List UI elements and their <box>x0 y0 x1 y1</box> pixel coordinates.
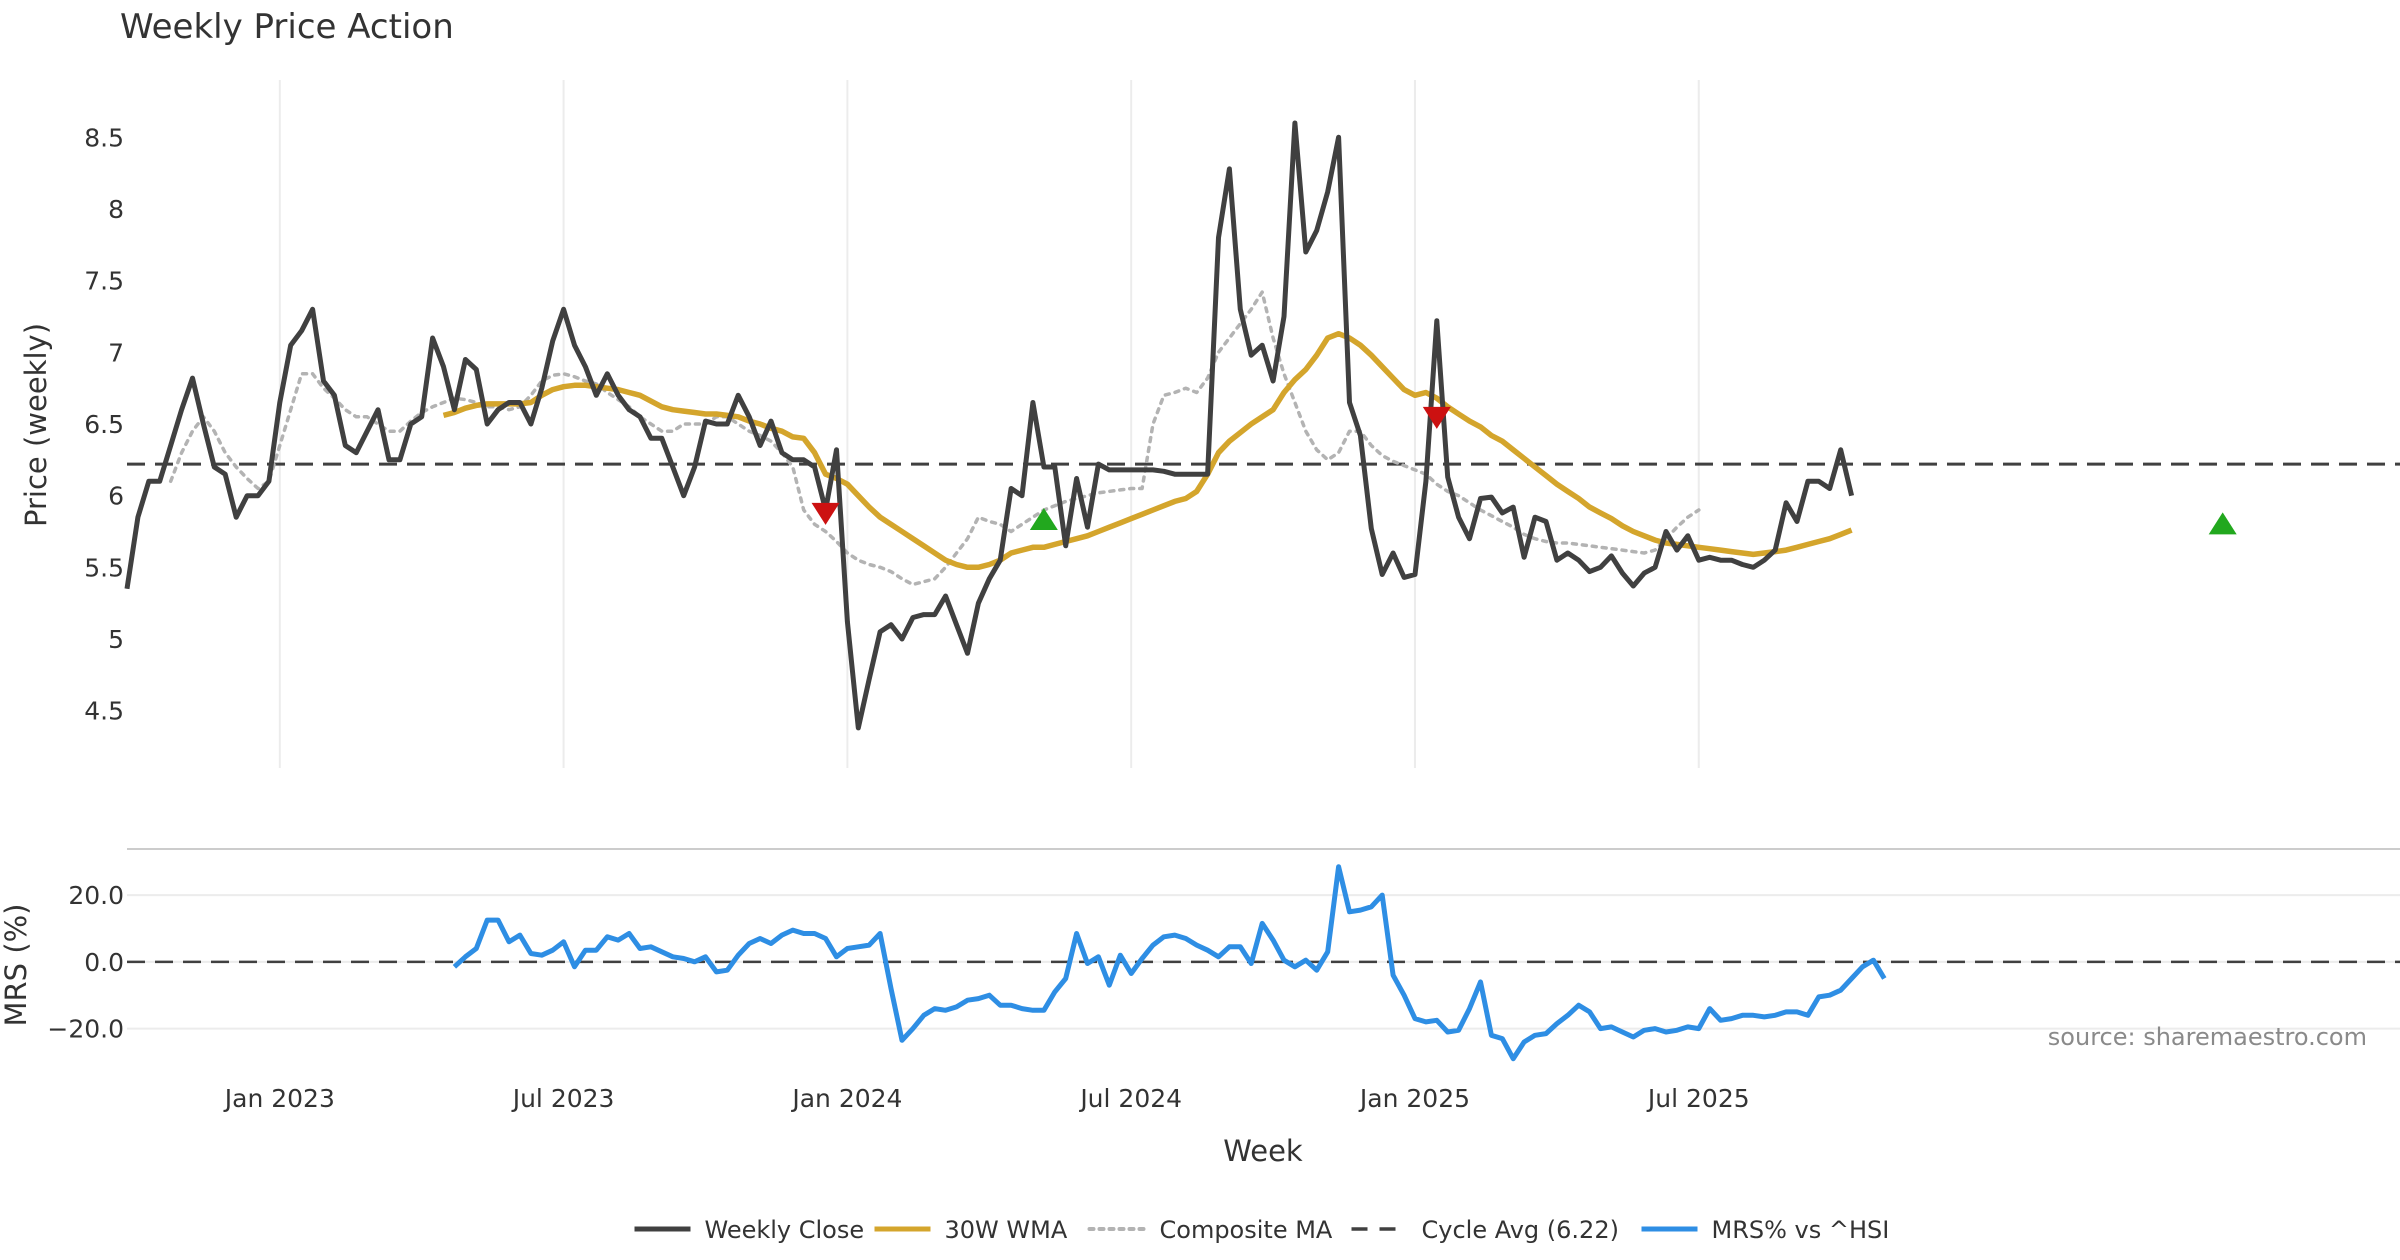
price-y-tick-label: 4.5 <box>84 697 124 726</box>
mrs-y-tick-label: 20.0 <box>68 881 124 910</box>
legend-label: Composite MA <box>1160 1216 1333 1244</box>
buy-signal-marker <box>1029 508 1058 531</box>
x-tick-label: Jul 2025 <box>1646 1084 1750 1113</box>
mrs-y-tick-label: 0.0 <box>84 948 124 977</box>
legend-label: MRS% vs ^HSI <box>1712 1216 1890 1244</box>
price-y-tick-label: 6.5 <box>84 410 124 439</box>
composite-ma-line <box>168 290 1701 587</box>
mrs-y-axis-label: MRS (%) <box>0 904 33 1027</box>
x-tick-label: Jul 2023 <box>511 1084 615 1113</box>
x-tick-label: Jul 2024 <box>1078 1084 1182 1113</box>
price-panel: 4.5 5 5.5 6 6.5 7 7.5 8 8.5 Price (weekly) <box>19 80 2400 768</box>
buy-signal-marker <box>2208 512 2237 535</box>
x-axis-label: Week <box>1223 1134 1303 1168</box>
legend-item: 30W WMA <box>874 1216 1068 1244</box>
legend-item: Cycle Avg (6.22) <box>1351 1216 1619 1244</box>
sell-signal-marker <box>1422 406 1451 429</box>
signal-markers <box>811 406 2237 535</box>
price-y-ticks: 4.5 5 5.5 6 6.5 7 7.5 8 8.5 <box>84 123 124 725</box>
x-axis-ticks: Jan 2023 Jul 2023 Jan 2024 Jul 2024 Jan 2025… <box>223 1084 1750 1113</box>
legend-label: Cycle Avg (6.22) <box>1422 1216 1619 1244</box>
price-y-axis-label: Price (weekly) <box>19 323 53 527</box>
mrs-line <box>452 864 1887 1062</box>
x-tick-label: Jan 2025 <box>1358 1084 1470 1113</box>
price-y-tick-label: 8.5 <box>84 123 124 152</box>
legend-item: MRS% vs ^HSI <box>1641 1216 1890 1244</box>
legend-label: Weekly Close <box>705 1216 865 1244</box>
sell-signal-marker <box>811 502 840 525</box>
wma-30w-line <box>442 330 1853 571</box>
price-gridlines <box>278 80 1700 768</box>
price-y-tick-label: 5.5 <box>84 553 124 582</box>
mrs-y-ticks: 20.0 0.0 −20.0 <box>47 881 124 1044</box>
legend: Weekly Close 30W WMA Composite MA Cycle Avg… <box>634 1216 1890 1244</box>
mrs-y-tick-label: −20.0 <box>47 1015 124 1044</box>
source-label: source: sharemaestro.com <box>2048 1023 2367 1051</box>
legend-item: Composite MA <box>1087 1216 1333 1244</box>
price-y-tick-label: 7.5 <box>84 267 124 296</box>
legend-item: Weekly Close <box>634 1216 865 1244</box>
x-tick-label: Jan 2024 <box>790 1084 902 1113</box>
chart-title: Weekly Price Action <box>120 7 454 47</box>
price-y-tick-label: 5 <box>108 625 124 654</box>
price-y-tick-label: 7 <box>108 338 124 367</box>
mrs-panel: 20.0 0.0 −20.0 MRS (%) source: sharemaestr… <box>0 848 2400 1062</box>
legend-label: 30W WMA <box>945 1216 1068 1244</box>
weekly-close-line <box>124 120 1855 731</box>
price-y-tick-label: 6 <box>108 482 124 511</box>
x-tick-label: Jan 2023 <box>223 1084 335 1113</box>
price-y-tick-label: 8 <box>108 195 124 224</box>
